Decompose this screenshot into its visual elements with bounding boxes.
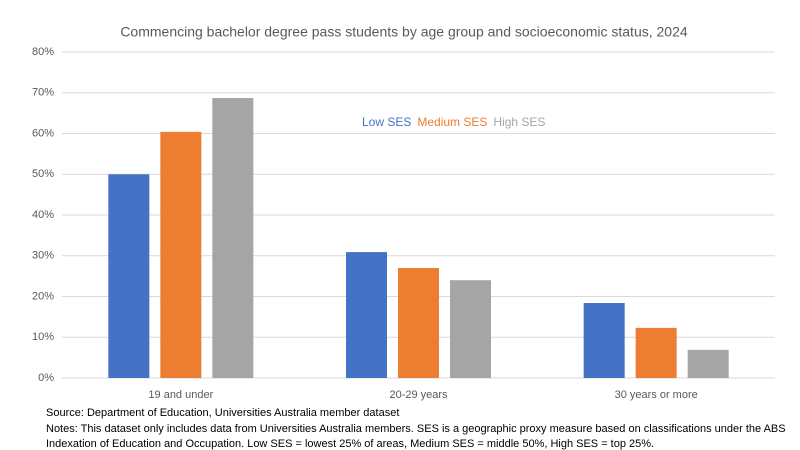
notes-line: Indexation of Education and Occupation. …: [46, 438, 654, 450]
y-tick-label: 40%: [32, 209, 54, 221]
legend-label: Low SES: [362, 115, 411, 129]
y-tick-label: 60%: [32, 127, 54, 139]
bar: [160, 131, 202, 378]
legend-label: Medium SES: [417, 115, 487, 129]
bar: [583, 303, 625, 378]
x-tick-label: 20-29 years: [389, 389, 448, 401]
bar: [108, 174, 150, 378]
bar: [687, 349, 729, 378]
legend-label: High SES: [493, 115, 545, 129]
bar: [398, 267, 439, 378]
y-tick-label: 10%: [32, 331, 54, 343]
bar: [212, 98, 254, 379]
notes-line: Notes: This dataset only includes data f…: [46, 423, 786, 435]
y-tick-label: 50%: [32, 168, 54, 180]
y-tick-label: 80%: [32, 46, 54, 58]
source-note: Source: Department of Education, Univers…: [46, 407, 399, 419]
bar: [450, 280, 491, 378]
bar: [346, 252, 387, 378]
y-tick-label: 0%: [38, 372, 54, 384]
chart-title: Commencing bachelor degree pass students…: [120, 24, 688, 40]
y-tick-label: 30%: [32, 250, 54, 262]
x-tick-label: 19 and under: [148, 389, 213, 401]
y-tick-label: 20%: [32, 290, 54, 302]
y-tick-label: 70%: [32, 87, 54, 99]
bar: [635, 327, 677, 378]
x-tick-label: 30 years or more: [615, 389, 698, 401]
